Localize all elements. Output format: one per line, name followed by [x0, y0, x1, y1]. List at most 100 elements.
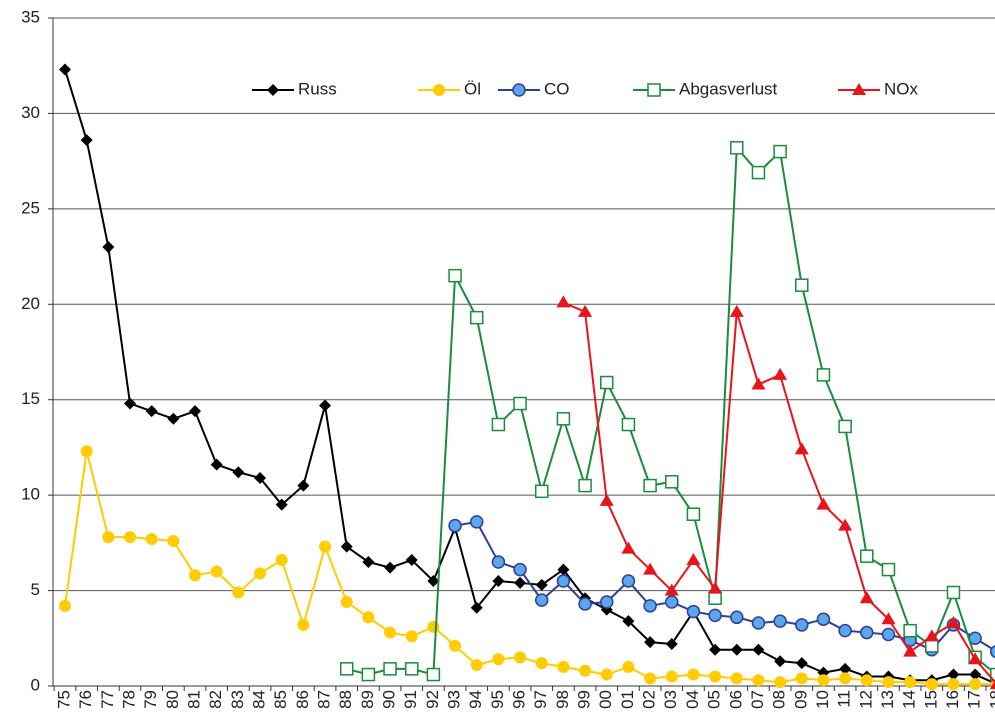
- marker: [427, 620, 440, 633]
- marker: [751, 165, 766, 180]
- marker: [664, 583, 679, 596]
- x-tick-label: 02: [640, 690, 659, 709]
- marker: [644, 672, 657, 685]
- marker: [686, 553, 701, 566]
- marker: [795, 657, 808, 670]
- x-tick-label: 13: [878, 690, 897, 709]
- marker: [817, 674, 830, 687]
- marker: [232, 466, 245, 479]
- marker: [557, 563, 570, 576]
- marker: [297, 618, 310, 631]
- marker: [167, 412, 180, 425]
- marker: [968, 652, 983, 665]
- series: [556, 295, 995, 690]
- x-tick-label: 86: [293, 690, 312, 709]
- marker: [254, 567, 267, 580]
- marker: [838, 623, 852, 638]
- x-tick-label: 82: [206, 690, 225, 709]
- x-tick-label: 98: [553, 690, 572, 709]
- marker: [621, 574, 636, 588]
- marker: [426, 667, 441, 682]
- marker: [145, 533, 158, 546]
- marker: [534, 593, 549, 607]
- marker: [189, 405, 202, 418]
- marker: [275, 554, 288, 567]
- marker: [491, 555, 506, 569]
- marker: [491, 417, 506, 432]
- series: [59, 445, 995, 691]
- marker: [557, 660, 570, 673]
- y-tick-label: 20: [21, 294, 40, 313]
- x-tick-label: 90: [380, 690, 399, 709]
- marker: [794, 442, 809, 455]
- x-tick-label: 09: [791, 690, 810, 709]
- marker: [513, 562, 527, 577]
- x-tick-label: 12: [856, 690, 875, 709]
- marker: [924, 629, 939, 642]
- marker: [384, 561, 397, 574]
- marker: [860, 674, 873, 687]
- marker: [383, 662, 397, 676]
- marker: [556, 412, 571, 426]
- marker: [59, 63, 71, 76]
- marker: [275, 498, 288, 511]
- marker: [232, 586, 245, 599]
- marker: [903, 623, 917, 638]
- marker: [947, 678, 960, 691]
- x-tick-label: 10: [813, 690, 832, 709]
- marker: [774, 655, 787, 668]
- legend-label: Russ: [298, 79, 337, 98]
- marker: [102, 241, 115, 254]
- marker: [795, 278, 809, 292]
- y-tick-label: 0: [31, 675, 40, 694]
- x-tick-label: 06: [726, 690, 745, 709]
- marker: [860, 549, 874, 563]
- x-tick-label: 18: [986, 690, 995, 709]
- marker: [362, 611, 375, 624]
- x-tick-label: 08: [770, 690, 789, 709]
- x-tick-label: 83: [228, 690, 247, 709]
- line: [64, 69, 995, 685]
- marker: [433, 84, 445, 96]
- marker: [969, 668, 982, 681]
- marker: [859, 591, 874, 604]
- marker: [687, 668, 700, 681]
- marker: [730, 610, 744, 625]
- marker: [512, 83, 526, 97]
- marker: [882, 676, 895, 689]
- marker: [535, 578, 548, 591]
- marker: [852, 83, 866, 95]
- marker: [708, 608, 722, 623]
- marker: [622, 660, 635, 673]
- marker: [839, 672, 852, 685]
- y-tick-label: 10: [21, 485, 40, 504]
- marker: [969, 678, 982, 691]
- marker: [470, 601, 483, 614]
- marker: [80, 445, 93, 458]
- marker: [556, 574, 571, 588]
- marker: [405, 630, 418, 643]
- marker: [816, 368, 831, 382]
- marker: [124, 397, 137, 410]
- x-tick-label: 03: [661, 690, 680, 709]
- x-tick-label: 93: [445, 690, 464, 709]
- marker: [579, 664, 592, 677]
- marker: [904, 676, 917, 689]
- x-tick-label: 97: [531, 690, 550, 709]
- x-tick-label: 15: [921, 690, 940, 709]
- marker: [730, 672, 743, 685]
- marker: [989, 680, 995, 690]
- marker: [730, 141, 744, 155]
- legend-label: NOx: [884, 79, 919, 98]
- x-tick-label: 85: [271, 690, 290, 709]
- marker: [838, 518, 853, 531]
- marker: [730, 643, 743, 656]
- marker: [449, 639, 462, 652]
- marker: [448, 518, 462, 533]
- marker: [405, 554, 418, 567]
- marker: [556, 295, 571, 308]
- marker: [189, 569, 202, 582]
- marker: [600, 595, 614, 609]
- y-tick-label: 25: [21, 198, 40, 217]
- marker: [297, 479, 310, 492]
